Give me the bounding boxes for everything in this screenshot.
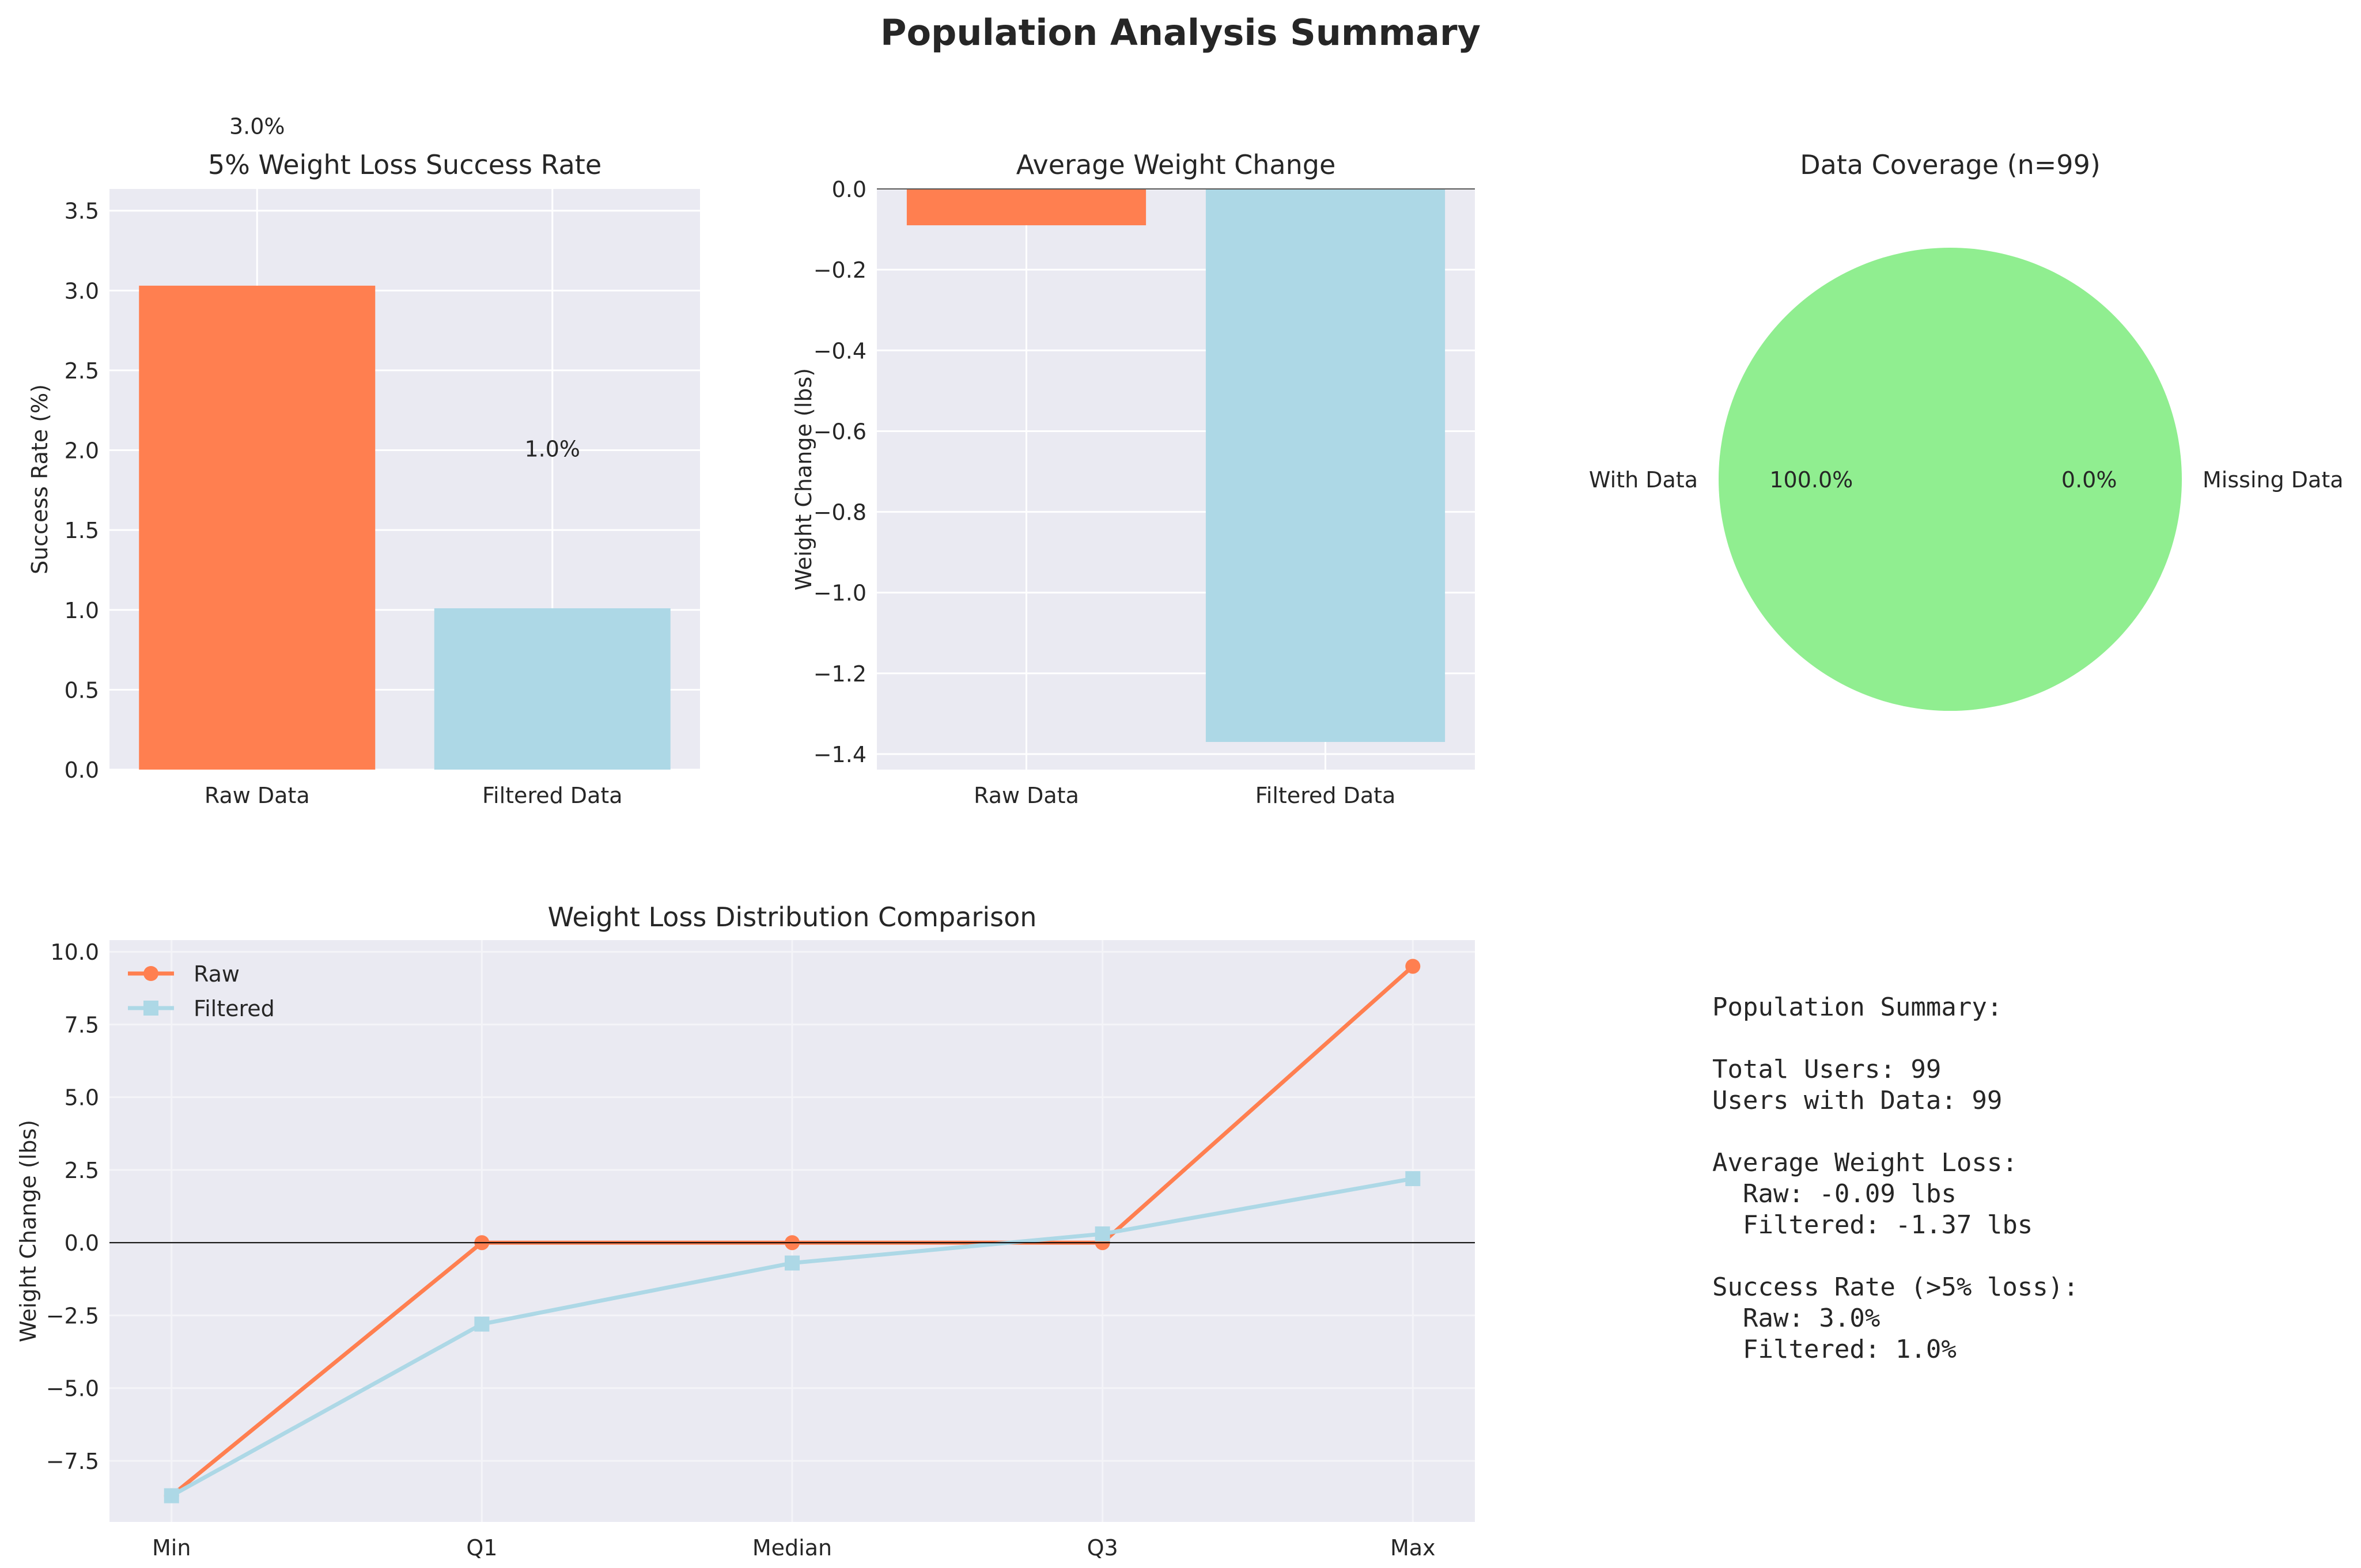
bar-1 <box>1205 189 1446 742</box>
data-point-filtered <box>1095 1226 1110 1242</box>
y-tick-label: 1.0 <box>65 598 99 623</box>
y-axis-label: Weight Change (lbs) <box>791 368 816 590</box>
x-tick-label: Raw Data <box>205 783 310 808</box>
bar-1 <box>434 608 671 770</box>
x-tick-label: Raw Data <box>974 783 1079 808</box>
y-tick-label: −0.6 <box>814 419 867 444</box>
legend-label: Filtered <box>194 996 275 1021</box>
y-tick-label: 10.0 <box>50 940 99 965</box>
x-tick-label: Q1 <box>466 1535 497 1561</box>
average-weight-change-chart: 0.0 −0.2 −0.4 −0.6 −0.8 −1.0 −1.2 −1.4 Raw Data F… <box>791 149 1475 808</box>
y-axis-label: Weight Change (lbs) <box>16 1120 41 1342</box>
y-tick-label: −7.5 <box>46 1449 99 1474</box>
y-tick-label: 7.5 <box>65 1012 99 1037</box>
y-tick-label: 0.0 <box>832 177 867 202</box>
chart-title: 5% Weight Loss Success Rate <box>208 149 601 180</box>
x-tick-label: Q3 <box>1087 1535 1118 1561</box>
pie-label: With Data <box>1589 467 1698 493</box>
data-point-filtered <box>164 1488 179 1503</box>
chart-title: Average Weight Change <box>1016 149 1336 180</box>
pie-pct-label: 100.0% <box>1769 467 1853 493</box>
bar-data-label: 3.0% <box>229 114 285 139</box>
y-axis-label: Success Rate (%) <box>27 384 52 574</box>
y-tick-label: −1.4 <box>814 742 867 767</box>
pie-pct-label: 0.0% <box>2061 467 2117 493</box>
y-tick-label: −2.5 <box>46 1303 99 1328</box>
y-tick-label: 1.5 <box>65 518 99 543</box>
y-tick-label: 0.0 <box>65 1230 99 1256</box>
legend-marker <box>143 966 158 981</box>
x-tick-label: Median <box>752 1535 832 1561</box>
x-tick-label: Filtered Data <box>482 783 623 808</box>
y-tick-label: −0.2 <box>814 257 867 283</box>
y-tick-label: 5.0 <box>65 1085 99 1111</box>
data-point-raw <box>1405 959 1421 974</box>
chart-title: Weight Loss Distribution Comparison <box>548 902 1037 933</box>
y-tick-label: 3.5 <box>65 199 99 224</box>
y-tick-label: 0.0 <box>65 758 99 783</box>
y-tick-label: −5.0 <box>46 1376 99 1402</box>
x-tick-label: Filtered Data <box>1255 783 1396 808</box>
figure-title: Population Analysis Summary <box>880 12 1481 54</box>
pie-slice-0 <box>1719 248 2182 711</box>
bar-0 <box>906 189 1147 226</box>
y-tick-label: −0.4 <box>814 338 867 363</box>
y-tick-label: −0.8 <box>814 500 867 525</box>
data-coverage-pie-chart: With Data Missing Data 100.0% 0.0% Data Cove… <box>1589 149 2344 711</box>
legend-marker <box>143 1001 158 1016</box>
y-tick-label: −1.0 <box>814 581 867 606</box>
y-tick-label: 3.0 <box>65 278 99 304</box>
success-rate-chart: 0.0 0.5 1.0 1.5 2.0 2.5 3.0 3.5 Raw Data Filtered… <box>27 114 700 808</box>
pie-label: Missing Data <box>2203 467 2344 493</box>
bar-0 <box>139 285 376 770</box>
data-point-filtered <box>785 1255 800 1271</box>
bar-data-label: 1.0% <box>524 437 580 462</box>
chart-title: Data Coverage (n=99) <box>1800 149 2101 180</box>
y-tick-label: 2.0 <box>65 438 99 464</box>
data-point-filtered <box>1405 1171 1421 1187</box>
x-tick-label: Min <box>152 1535 191 1561</box>
y-tick-label: −1.2 <box>814 661 867 687</box>
y-tick-label: 2.5 <box>65 1158 99 1183</box>
y-tick-label: 0.5 <box>65 677 99 703</box>
population-summary-text: Population Summary: Total Users: 99 User… <box>1712 993 2079 1364</box>
legend-label: Raw <box>194 961 240 987</box>
x-tick-label: Max <box>1390 1535 1436 1561</box>
data-point-filtered <box>474 1316 490 1332</box>
distribution-line-chart: −7.5 −5.0 −2.5 0.0 2.5 5.0 7.5 10.0 Min Q1 Median Q… <box>16 902 1475 1561</box>
y-tick-label: 2.5 <box>65 358 99 384</box>
